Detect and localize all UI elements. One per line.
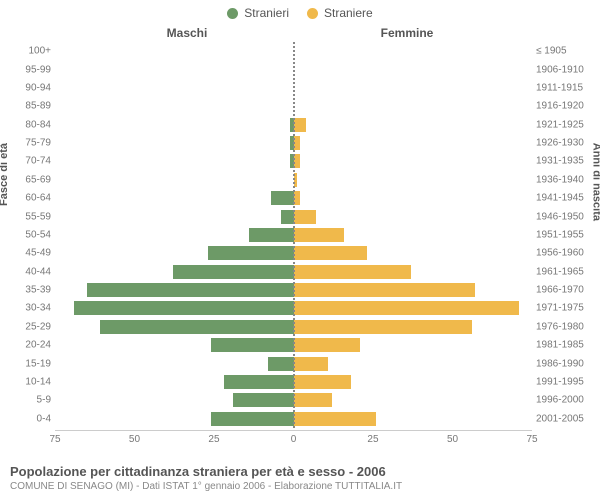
- age-label: 80-84: [17, 119, 51, 130]
- plot-area: 100+≤ 190595-991906-191090-941911-191585…: [55, 42, 532, 428]
- age-label: 0-4: [17, 413, 51, 424]
- age-label: 85-89: [17, 101, 51, 112]
- bar-male: [100, 320, 294, 334]
- bar-female: [294, 118, 307, 132]
- age-label: 100+: [17, 46, 51, 57]
- birth-label: 1996-2000: [536, 395, 590, 406]
- birth-label: 1941-1945: [536, 193, 590, 204]
- birth-label: 1981-1985: [536, 340, 590, 351]
- legend-dot-female: [307, 8, 318, 19]
- bar-female: [294, 265, 412, 279]
- bar-female: [294, 375, 351, 389]
- bar-female: [294, 210, 316, 224]
- age-label: 70-74: [17, 156, 51, 167]
- bar-male: [208, 246, 294, 260]
- age-label: 10-14: [17, 376, 51, 387]
- bar-female: [294, 301, 520, 315]
- birth-label: 1926-1930: [536, 138, 590, 149]
- bar-female: [294, 393, 332, 407]
- birth-label: ≤ 1905: [536, 46, 590, 57]
- x-tick: 50: [447, 434, 458, 445]
- birth-label: 1916-1920: [536, 101, 590, 112]
- age-label: 50-54: [17, 229, 51, 240]
- birth-label: 1971-1975: [536, 303, 590, 314]
- x-tick: 75: [526, 434, 537, 445]
- age-label: 20-24: [17, 340, 51, 351]
- bar-female: [294, 338, 361, 352]
- legend-label-male: Stranieri: [244, 6, 289, 20]
- age-label: 75-79: [17, 138, 51, 149]
- bar-male: [74, 301, 293, 315]
- birth-label: 1931-1935: [536, 156, 590, 167]
- y-right-title: Anni di nascita: [590, 143, 600, 221]
- age-label: 55-59: [17, 211, 51, 222]
- age-label: 60-64: [17, 193, 51, 204]
- bar-female: [294, 320, 472, 334]
- bar-male: [249, 228, 294, 242]
- x-tick: 25: [208, 434, 219, 445]
- bar-female: [294, 357, 329, 371]
- birth-label: 1991-1995: [536, 376, 590, 387]
- bar-female: [294, 283, 475, 297]
- bar-male: [211, 412, 294, 426]
- x-axis: 7550250255075: [55, 430, 532, 446]
- age-label: 30-34: [17, 303, 51, 314]
- birth-label: 1986-1990: [536, 358, 590, 369]
- center-divider: [293, 42, 295, 428]
- bar-male: [87, 283, 294, 297]
- x-tick: 25: [367, 434, 378, 445]
- age-label: 45-49: [17, 248, 51, 259]
- bar-male: [268, 357, 293, 371]
- bar-female: [294, 228, 345, 242]
- legend: Stranieri Straniere: [0, 0, 600, 20]
- chart-subtitle: COMUNE DI SENAGO (MI) - Dati ISTAT 1° ge…: [10, 481, 590, 492]
- bar-male: [224, 375, 294, 389]
- x-tick: 0: [291, 434, 297, 445]
- birth-label: 1956-1960: [536, 248, 590, 259]
- legend-item-male: Stranieri: [227, 6, 289, 20]
- bar-male: [233, 393, 293, 407]
- age-label: 35-39: [17, 285, 51, 296]
- birth-label: 1906-1910: [536, 64, 590, 75]
- legend-dot-male: [227, 8, 238, 19]
- birth-label: 1911-1915: [536, 82, 590, 93]
- section-headers: Maschi Femmine: [0, 20, 600, 44]
- birth-label: 1951-1955: [536, 229, 590, 240]
- section-right: Femmine: [381, 26, 434, 40]
- birth-label: 1921-1925: [536, 119, 590, 130]
- birth-label: 2001-2005: [536, 413, 590, 424]
- x-tick: 50: [129, 434, 140, 445]
- bar-male: [173, 265, 294, 279]
- birth-label: 1936-1940: [536, 174, 590, 185]
- birth-label: 1966-1970: [536, 285, 590, 296]
- chart-title: Popolazione per cittadinanza straniera p…: [10, 464, 590, 479]
- bar-female: [294, 246, 367, 260]
- pyramid-chart: Stranieri Straniere Maschi Femmine Fasce…: [0, 0, 600, 500]
- bar-female: [294, 412, 377, 426]
- birth-label: 1976-1980: [536, 321, 590, 332]
- bar-male: [271, 191, 293, 205]
- legend-item-female: Straniere: [307, 6, 373, 20]
- y-left-title: Fasce di età: [0, 143, 10, 206]
- birth-label: 1946-1950: [536, 211, 590, 222]
- bar-male: [211, 338, 294, 352]
- age-label: 40-44: [17, 266, 51, 277]
- age-label: 90-94: [17, 82, 51, 93]
- footer: Popolazione per cittadinanza straniera p…: [10, 464, 590, 492]
- x-tick: 75: [49, 434, 60, 445]
- age-label: 15-19: [17, 358, 51, 369]
- age-label: 65-69: [17, 174, 51, 185]
- age-label: 5-9: [17, 395, 51, 406]
- section-left: Maschi: [167, 26, 208, 40]
- age-label: 95-99: [17, 64, 51, 75]
- age-label: 25-29: [17, 321, 51, 332]
- legend-label-female: Straniere: [324, 6, 373, 20]
- birth-label: 1961-1965: [536, 266, 590, 277]
